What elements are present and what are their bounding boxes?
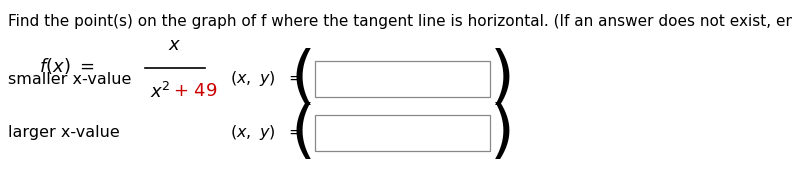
Text: $(x,\ y)\ \ =$: $(x,\ y)\ \ =$	[230, 70, 302, 89]
Text: ): )	[489, 102, 515, 164]
Text: $(x,\ y)\ \ =$: $(x,\ y)\ \ =$	[230, 124, 302, 143]
Text: $x^2$: $x^2$	[150, 82, 171, 102]
Text: larger x-value: larger x-value	[8, 125, 120, 140]
Text: $+\ 49$: $+\ 49$	[173, 82, 218, 100]
Text: (: (	[291, 48, 315, 110]
Text: smaller x-value: smaller x-value	[8, 71, 131, 86]
Text: ): )	[489, 48, 515, 110]
Bar	[315, 115, 490, 151]
Text: Find the point(s) on the graph of f where the tangent line is horizontal. (If an: Find the point(s) on the graph of f wher…	[8, 14, 792, 29]
Text: $x$: $x$	[169, 36, 181, 54]
Bar	[315, 61, 490, 97]
Text: $f(x)\ =$: $f(x)\ =$	[40, 56, 95, 76]
Text: (: (	[291, 102, 315, 164]
